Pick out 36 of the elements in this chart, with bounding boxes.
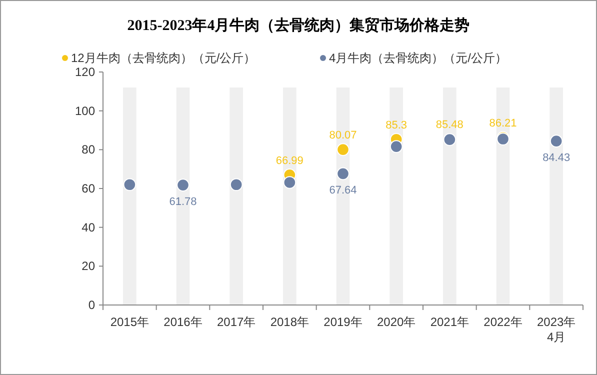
x-tick-label: 2019年: [324, 315, 362, 329]
point: [230, 178, 243, 192]
data-label: 80.07: [329, 130, 357, 142]
x-tick-label: 2017年: [216, 315, 256, 329]
x-tick-label: 2018年: [270, 315, 310, 329]
point: [390, 140, 403, 153]
point: [550, 134, 563, 148]
data-label: 86.21: [489, 118, 517, 130]
y-tick-label: 0: [88, 298, 96, 312]
data-label: 61.78: [169, 196, 197, 208]
point: [123, 178, 136, 192]
chart-title: 2015-2023年4月牛肉（去骨统肉）集贸市场价格走势: [127, 16, 470, 34]
x-tick-label: 2015年: [110, 315, 150, 329]
x-tick-label: 2023年 4月: [536, 315, 576, 344]
y-tick-label: 100: [74, 104, 96, 118]
point: [176, 178, 190, 192]
x-tick-label: 2021年: [430, 315, 470, 329]
data-label: 66.99: [276, 154, 304, 167]
legend-label: 4月牛肉（去骨统肉）（元/公斤）: [329, 51, 508, 65]
point: [443, 133, 456, 146]
legend-label: 12月牛肉（去骨统肉）（元/公斤）: [71, 51, 256, 65]
y-tick-label: 120: [74, 65, 96, 79]
x-tick-label: 2020年: [376, 315, 416, 329]
y-tick-label: 20: [82, 259, 96, 274]
y-tick-label: 40: [82, 220, 96, 234]
y-tick-label: 80: [82, 142, 96, 157]
data-label: 67.64: [329, 184, 357, 197]
y-tick-label: 60: [82, 182, 96, 196]
point: [336, 143, 350, 156]
x-tick-label: 2022年: [484, 315, 522, 329]
data-label: 84.43: [542, 152, 570, 164]
annotation: 85.48: [436, 119, 464, 132]
point: [283, 176, 296, 189]
point: [336, 167, 350, 180]
data-label: 85.3: [386, 119, 408, 132]
x-tick-label: 2016年: [164, 315, 202, 329]
